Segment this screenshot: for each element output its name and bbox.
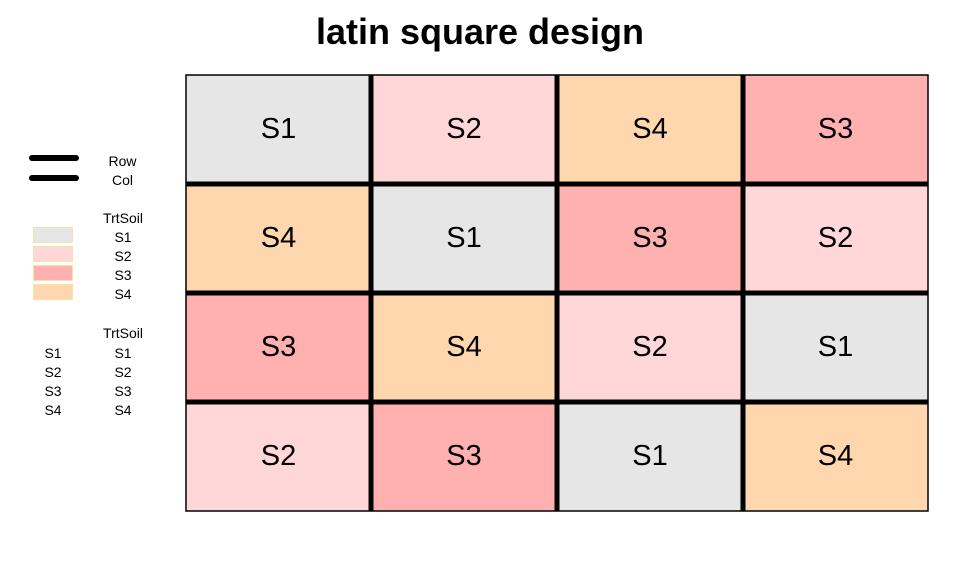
plot-cell-r4-c4: S4 bbox=[743, 402, 928, 511]
text-legend-label-s1: S1 bbox=[114, 345, 132, 361]
text-legend-label-s2: S2 bbox=[114, 364, 132, 380]
fill-legend-label-s4: S4 bbox=[114, 286, 132, 302]
plot-cell-r1-c3: S4 bbox=[557, 75, 743, 184]
text-legend-symbol-s4: S4 bbox=[44, 402, 62, 418]
text-legend-title: TrtSoil bbox=[103, 325, 143, 341]
plot-cell-r2-c4: S2 bbox=[743, 184, 928, 293]
col-legend-label: Col bbox=[111, 172, 133, 188]
plot-cell-r4-c2: S3 bbox=[371, 402, 557, 511]
plot-cell-r3-c4: S1 bbox=[743, 293, 928, 402]
text-legend-symbol-s1: S1 bbox=[44, 345, 62, 361]
text-legend-label-s4: S4 bbox=[114, 402, 132, 418]
plot-cell-r4-c3: S1 bbox=[557, 402, 743, 511]
legend-swatch-s1 bbox=[33, 227, 73, 243]
plot-cell-r1-c2: S2 bbox=[371, 75, 557, 184]
fill-legend-title: TrtSoil bbox=[103, 210, 143, 226]
row-line-key bbox=[29, 155, 79, 161]
text-legend-label-s3: S3 bbox=[114, 383, 132, 399]
plot-cell-r4-c1: S2 bbox=[186, 402, 371, 511]
fill-legend-label-s2: S2 bbox=[114, 248, 132, 264]
legend-swatch-s2 bbox=[33, 246, 73, 262]
plot-cell-r2-c3: S3 bbox=[557, 184, 743, 293]
plot-cell-r3-c3: S2 bbox=[557, 293, 743, 402]
col-line-key bbox=[29, 175, 79, 181]
plot-cell-r3-c2: S4 bbox=[371, 293, 557, 402]
legend-swatch-s4 bbox=[33, 284, 73, 300]
text-legend-symbol-s3: S3 bbox=[44, 383, 62, 399]
chart-title: latin square design bbox=[315, 11, 645, 52]
plot-cell-r3-c1: S3 bbox=[186, 293, 371, 402]
fill-legend-label-s1: S1 bbox=[114, 229, 132, 245]
fill-legend-label-s3: S3 bbox=[114, 267, 132, 283]
plot-cell-r2-c1: S4 bbox=[186, 184, 371, 293]
plot-cell-r2-c2: S1 bbox=[371, 184, 557, 293]
row-legend-label: Row bbox=[108, 153, 137, 169]
plot-cell-r1-c1: S1 bbox=[186, 75, 371, 184]
plot-cell-r1-c4: S3 bbox=[743, 75, 928, 184]
legend-swatch-s3 bbox=[33, 265, 73, 281]
text-legend-symbol-s2: S2 bbox=[44, 364, 62, 380]
